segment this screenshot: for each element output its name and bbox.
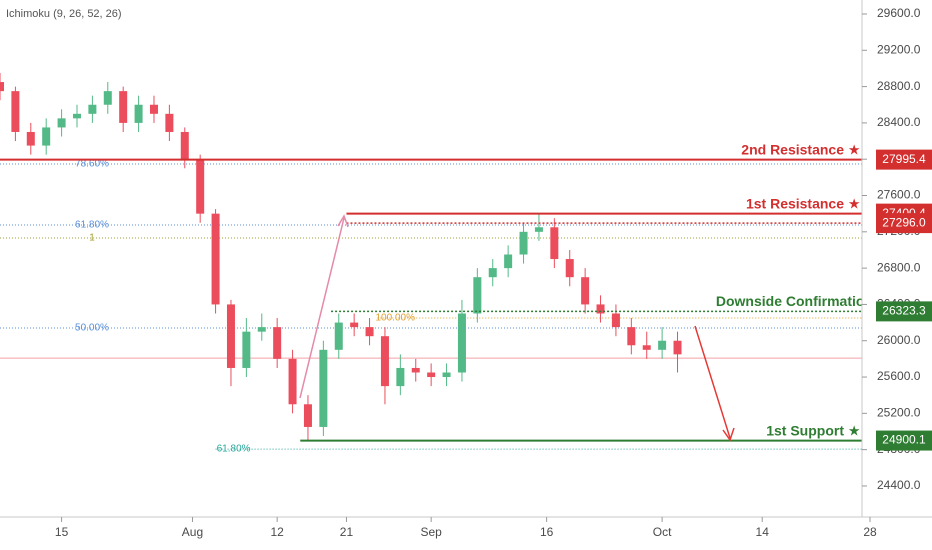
candle-body (442, 372, 451, 378)
y-tick-label: 29600.0 (877, 6, 921, 20)
level-label: 2nd Resistance ★★ (741, 141, 873, 157)
y-tick-label: 27600.0 (877, 188, 921, 202)
candle-body (242, 331, 251, 368)
candle-body (427, 372, 436, 378)
candle-body (627, 327, 636, 346)
candle-body (42, 127, 51, 146)
candle-body (0, 82, 4, 92)
y-tick-label: 26800.0 (877, 260, 921, 274)
candle-body (180, 131, 189, 160)
candle-body (565, 259, 574, 278)
fib-label: 1 (89, 233, 95, 244)
candle-body (642, 345, 651, 350)
candle-body (334, 322, 343, 350)
arrow-head (722, 427, 735, 442)
price-box-label: 27995.4 (882, 152, 926, 166)
candle-body (211, 213, 220, 305)
indicator-label: Ichimoku (9, 26, 52, 26) (6, 8, 122, 20)
price-box-label: 26323.3 (882, 304, 926, 318)
candle-body (411, 367, 420, 373)
price-axis (862, 0, 932, 550)
candle-body (11, 91, 20, 132)
arrow-head (337, 214, 349, 228)
price-box (876, 149, 932, 170)
candle-body (673, 340, 682, 355)
candle-body (504, 254, 513, 269)
candle-body (534, 227, 543, 232)
candle-body (596, 304, 605, 314)
candle-body (350, 322, 359, 328)
candle-body (488, 268, 497, 278)
plot-area: 78.60% 61.80% 1 100.00% 50.00% 61.80% 2nd Resi… (0, 72, 873, 455)
candle-body (380, 336, 389, 387)
candle-body (226, 304, 235, 368)
y-tick-label: 29200.0 (877, 42, 921, 56)
candle-body (57, 118, 66, 128)
candle-body (473, 277, 482, 314)
price-box-label: 27296.0 (882, 215, 926, 229)
candle-body (134, 104, 143, 123)
candle-body (257, 327, 266, 332)
candle-body (365, 327, 374, 337)
fib-label: 61.80% (75, 220, 109, 231)
y-tick-label: 25600.0 (877, 369, 921, 383)
y-tick-label: 25200.0 (877, 406, 921, 420)
x-tick-label: Sep (420, 525, 442, 539)
price-box (876, 301, 932, 322)
candle-body (196, 159, 205, 214)
candle-body (165, 113, 174, 132)
candle-body (72, 113, 81, 119)
y-tick-label: 24400.0 (877, 478, 921, 492)
x-tick-label: 16 (540, 525, 554, 539)
level-label: 1st Resistance ★★ (746, 195, 873, 211)
level-label: 1st Support ★★ (766, 422, 873, 438)
candle-body (658, 340, 667, 350)
x-tick-label: Aug (182, 525, 203, 539)
arrow-up (299, 217, 345, 399)
candle-body (319, 349, 328, 427)
x-tick-label: 14 (756, 525, 770, 539)
candle-body (103, 91, 112, 105)
candle-body (581, 277, 590, 305)
price-box (876, 213, 932, 234)
price-box-label: 24900.1 (882, 433, 926, 447)
level-label: Downside Confirmation (716, 293, 873, 309)
arrow-down (694, 325, 731, 439)
candle-body (611, 313, 620, 328)
fib-label: 50.00% (75, 323, 109, 334)
candle-body (26, 131, 35, 146)
candle-body (457, 313, 466, 373)
y-tick-label: 28800.0 (877, 79, 921, 93)
axes: 29600.029200.028800.028400.028000.027600… (55, 6, 932, 539)
x-tick-label: 12 (270, 525, 284, 539)
candle-body (273, 327, 282, 359)
candle-body (519, 231, 528, 255)
y-tick-label: 28400.0 (877, 115, 921, 129)
fib-label: 78.60% (75, 159, 109, 170)
fib-label: 100.00% (376, 313, 416, 324)
candle-body (149, 104, 158, 114)
y-tick-label: 26000.0 (877, 333, 921, 347)
price-box (876, 430, 932, 451)
time-axis (0, 517, 862, 550)
candle-body (303, 404, 312, 427)
candle-body (550, 227, 559, 260)
candle-body (396, 367, 405, 387)
candle-body (288, 358, 297, 405)
x-tick-label: Oct (653, 525, 672, 539)
fib-label: 61.80% (217, 444, 251, 455)
x-tick-label: 15 (55, 525, 69, 539)
candle-body (88, 104, 97, 114)
candle-body (119, 91, 128, 123)
x-tick-label: 21 (340, 525, 354, 539)
x-tick-label: 28 (863, 525, 877, 539)
